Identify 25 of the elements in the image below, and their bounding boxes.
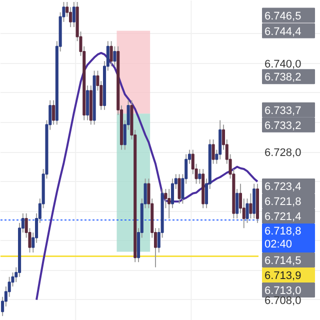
text: 6.713,0: [264, 284, 302, 297]
text: 6.723,4: [264, 180, 302, 193]
ref-line-label: 6.718,8 02:40: [264, 225, 302, 251]
candlestick: [110, 40, 113, 67]
candlestick: [168, 188, 171, 220]
candlestick: [113, 46, 116, 67]
text: 6.738,2: [264, 72, 302, 84]
text: 6.733,7: [264, 104, 302, 117]
text: 6.714,5: [264, 254, 302, 267]
y-tick-label: 6.708,0: [264, 294, 302, 307]
text: 6.733,2: [264, 120, 302, 132]
text: 6.721,8: [264, 196, 302, 208]
candlestick: [249, 192, 252, 220]
y-tick-label: 6.728,0: [264, 147, 302, 159]
candlestick: [72, 1, 76, 28]
candlestick: [178, 174, 181, 204]
ref-line-label: 6.713,9: [264, 270, 302, 282]
text: 6.721,4: [264, 210, 302, 223]
text: 6.746,5: [264, 10, 302, 22]
candlestick: [198, 168, 202, 184]
candlestick: [236, 188, 239, 220]
y-tick-label: 6.740,0: [264, 58, 302, 70]
text: 6.744,4: [264, 26, 302, 38]
candlestick: [212, 138, 215, 164]
candlestick: [52, 100, 56, 126]
